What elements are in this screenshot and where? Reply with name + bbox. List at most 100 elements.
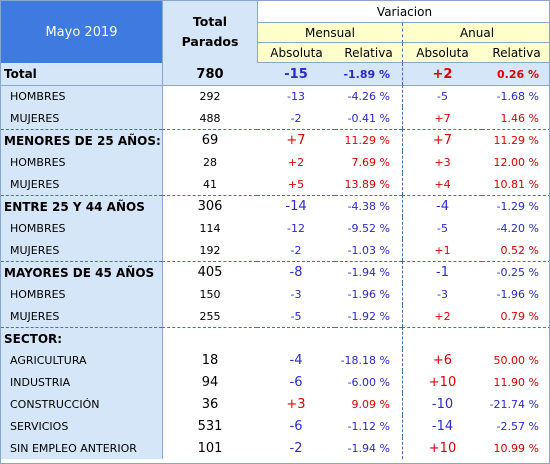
row-6-total: 306 — [162, 195, 257, 217]
row-1-label: HOMBRES — [1, 85, 162, 107]
row-5-total: 41 — [162, 173, 257, 195]
row-14-total: 94 — [162, 371, 257, 393]
row-4-m-rel: 7.69 % — [335, 151, 402, 173]
row-1-a-abs: -5 — [402, 85, 482, 107]
row-17-label: SIN EMPLEO ANTERIOR — [1, 437, 162, 459]
row-3-m-rel: 11.29 % — [335, 129, 402, 151]
row-6-m-rel: -4.38 % — [335, 195, 402, 217]
mensual-relativa-header: Relativa — [335, 43, 402, 63]
row-1-m-rel: -4.26 % — [335, 85, 402, 107]
row-5-label: MUJERES — [1, 173, 162, 195]
row-15-m-rel: 9.09 % — [335, 393, 402, 415]
row-8-total: 192 — [162, 239, 257, 261]
row-7-a-rel: -4.20 % — [482, 217, 549, 239]
row-5-a-rel: 10.81 % — [482, 173, 549, 195]
row-16-m-rel: -1.12 % — [335, 415, 402, 437]
row-14-m-abs: -6 — [257, 371, 335, 393]
row-9-a-rel: -0.25 % — [482, 261, 549, 283]
row-14-m-rel: -6.00 % — [335, 371, 402, 393]
variacion-header: Variacion — [257, 1, 549, 23]
row-17-m-abs: -2 — [257, 437, 335, 459]
row-6-m-abs: -14 — [257, 195, 335, 217]
row-12-a-abs — [402, 327, 482, 349]
mensual-header: Mensual — [257, 23, 402, 43]
row-15-a-rel: -21.74 % — [482, 393, 549, 415]
row-7-m-rel: -9.52 % — [335, 217, 402, 239]
row-3-m-abs: +7 — [257, 129, 335, 151]
total-parados-header: Total Parados — [162, 1, 257, 63]
row-5-a-abs: +4 — [402, 173, 482, 195]
row-15-m-abs: +3 — [257, 393, 335, 415]
row-13-m-rel: -18.18 % — [335, 349, 402, 371]
row-1-total: 292 — [162, 85, 257, 107]
row-8-label: MUJERES — [1, 239, 162, 261]
row-8-m-abs: -2 — [257, 239, 335, 261]
row-8-a-rel: 0.52 % — [482, 239, 549, 261]
row-5-m-rel: 13.89 % — [335, 173, 402, 195]
anual-absoluta-header: Absoluta — [402, 43, 482, 63]
row-0-m-rel: -1.89 % — [335, 63, 402, 85]
row-1-a-rel: -1.68 % — [482, 85, 549, 107]
row-3-a-abs: +7 — [402, 129, 482, 151]
row-12-m-rel — [335, 327, 402, 349]
row-0-label: Total — [1, 63, 162, 85]
row-11-a-abs: +2 — [402, 305, 482, 327]
row-12-m-abs — [257, 327, 335, 349]
row-11-label: MUJERES — [1, 305, 162, 327]
row-7-m-abs: -12 — [257, 217, 335, 239]
row-3-a-rel: 11.29 % — [482, 129, 549, 151]
row-13-a-abs: +6 — [402, 349, 482, 371]
row-3-total: 69 — [162, 129, 257, 151]
row-13-label: AGRICULTURA — [1, 349, 162, 371]
row-10-label: HOMBRES — [1, 283, 162, 305]
mensual-absoluta-header: Absoluta — [257, 43, 335, 63]
row-13-a-rel: 50.00 % — [482, 349, 549, 371]
row-0-m-abs: -15 — [257, 63, 335, 85]
row-16-label: SERVICIOS — [1, 415, 162, 437]
row-17-total: 101 — [162, 437, 257, 459]
row-4-a-abs: +3 — [402, 151, 482, 173]
row-17-a-abs: +10 — [402, 437, 482, 459]
row-14-label: INDUSTRIA — [1, 371, 162, 393]
row-9-a-abs: -1 — [402, 261, 482, 283]
row-9-m-abs: -8 — [257, 261, 335, 283]
row-11-m-rel: -1.92 % — [335, 305, 402, 327]
row-10-a-abs: -3 — [402, 283, 482, 305]
row-11-m-abs: -5 — [257, 305, 335, 327]
row-12-label: SECTOR: — [1, 327, 162, 349]
row-10-m-rel: -1.96 % — [335, 283, 402, 305]
row-7-label: HOMBRES — [1, 217, 162, 239]
row-15-a-abs: -10 — [402, 393, 482, 415]
period-title: Mayo 2019 — [1, 1, 162, 63]
row-13-m-abs: -4 — [257, 349, 335, 371]
row-4-total: 28 — [162, 151, 257, 173]
row-12-a-rel — [482, 327, 549, 349]
row-15-total: 36 — [162, 393, 257, 415]
row-2-a-rel: 1.46 % — [482, 107, 549, 129]
row-8-a-abs: +1 — [402, 239, 482, 261]
row-17-m-rel: -1.94 % — [335, 437, 402, 459]
row-4-m-abs: +2 — [257, 151, 335, 173]
row-6-a-rel: -1.29 % — [482, 195, 549, 217]
row-14-a-abs: +10 — [402, 371, 482, 393]
row-2-m-abs: -2 — [257, 107, 335, 129]
row-0-a-rel: 0.26 % — [482, 63, 549, 85]
row-7-a-abs: -5 — [402, 217, 482, 239]
row-9-total: 405 — [162, 261, 257, 283]
row-2-label: MUJERES — [1, 107, 162, 129]
row-2-m-rel: -0.41 % — [335, 107, 402, 129]
anual-header: Anual — [402, 23, 549, 43]
row-11-total: 255 — [162, 305, 257, 327]
row-14-a-rel: 11.90 % — [482, 371, 549, 393]
row-9-label: MAYORES DE 45 AÑOS — [1, 261, 162, 283]
row-17-a-rel: 10.99 % — [482, 437, 549, 459]
row-1-m-abs: -13 — [257, 85, 335, 107]
row-3-label: MENORES DE 25 AÑOS: — [1, 129, 162, 151]
row-10-m-abs: -3 — [257, 283, 335, 305]
row-7-total: 114 — [162, 217, 257, 239]
row-11-a-rel: 0.79 % — [482, 305, 549, 327]
row-16-a-rel: -2.57 % — [482, 415, 549, 437]
row-10-a-rel: -1.96 % — [482, 283, 549, 305]
row-2-a-abs: +7 — [402, 107, 482, 129]
